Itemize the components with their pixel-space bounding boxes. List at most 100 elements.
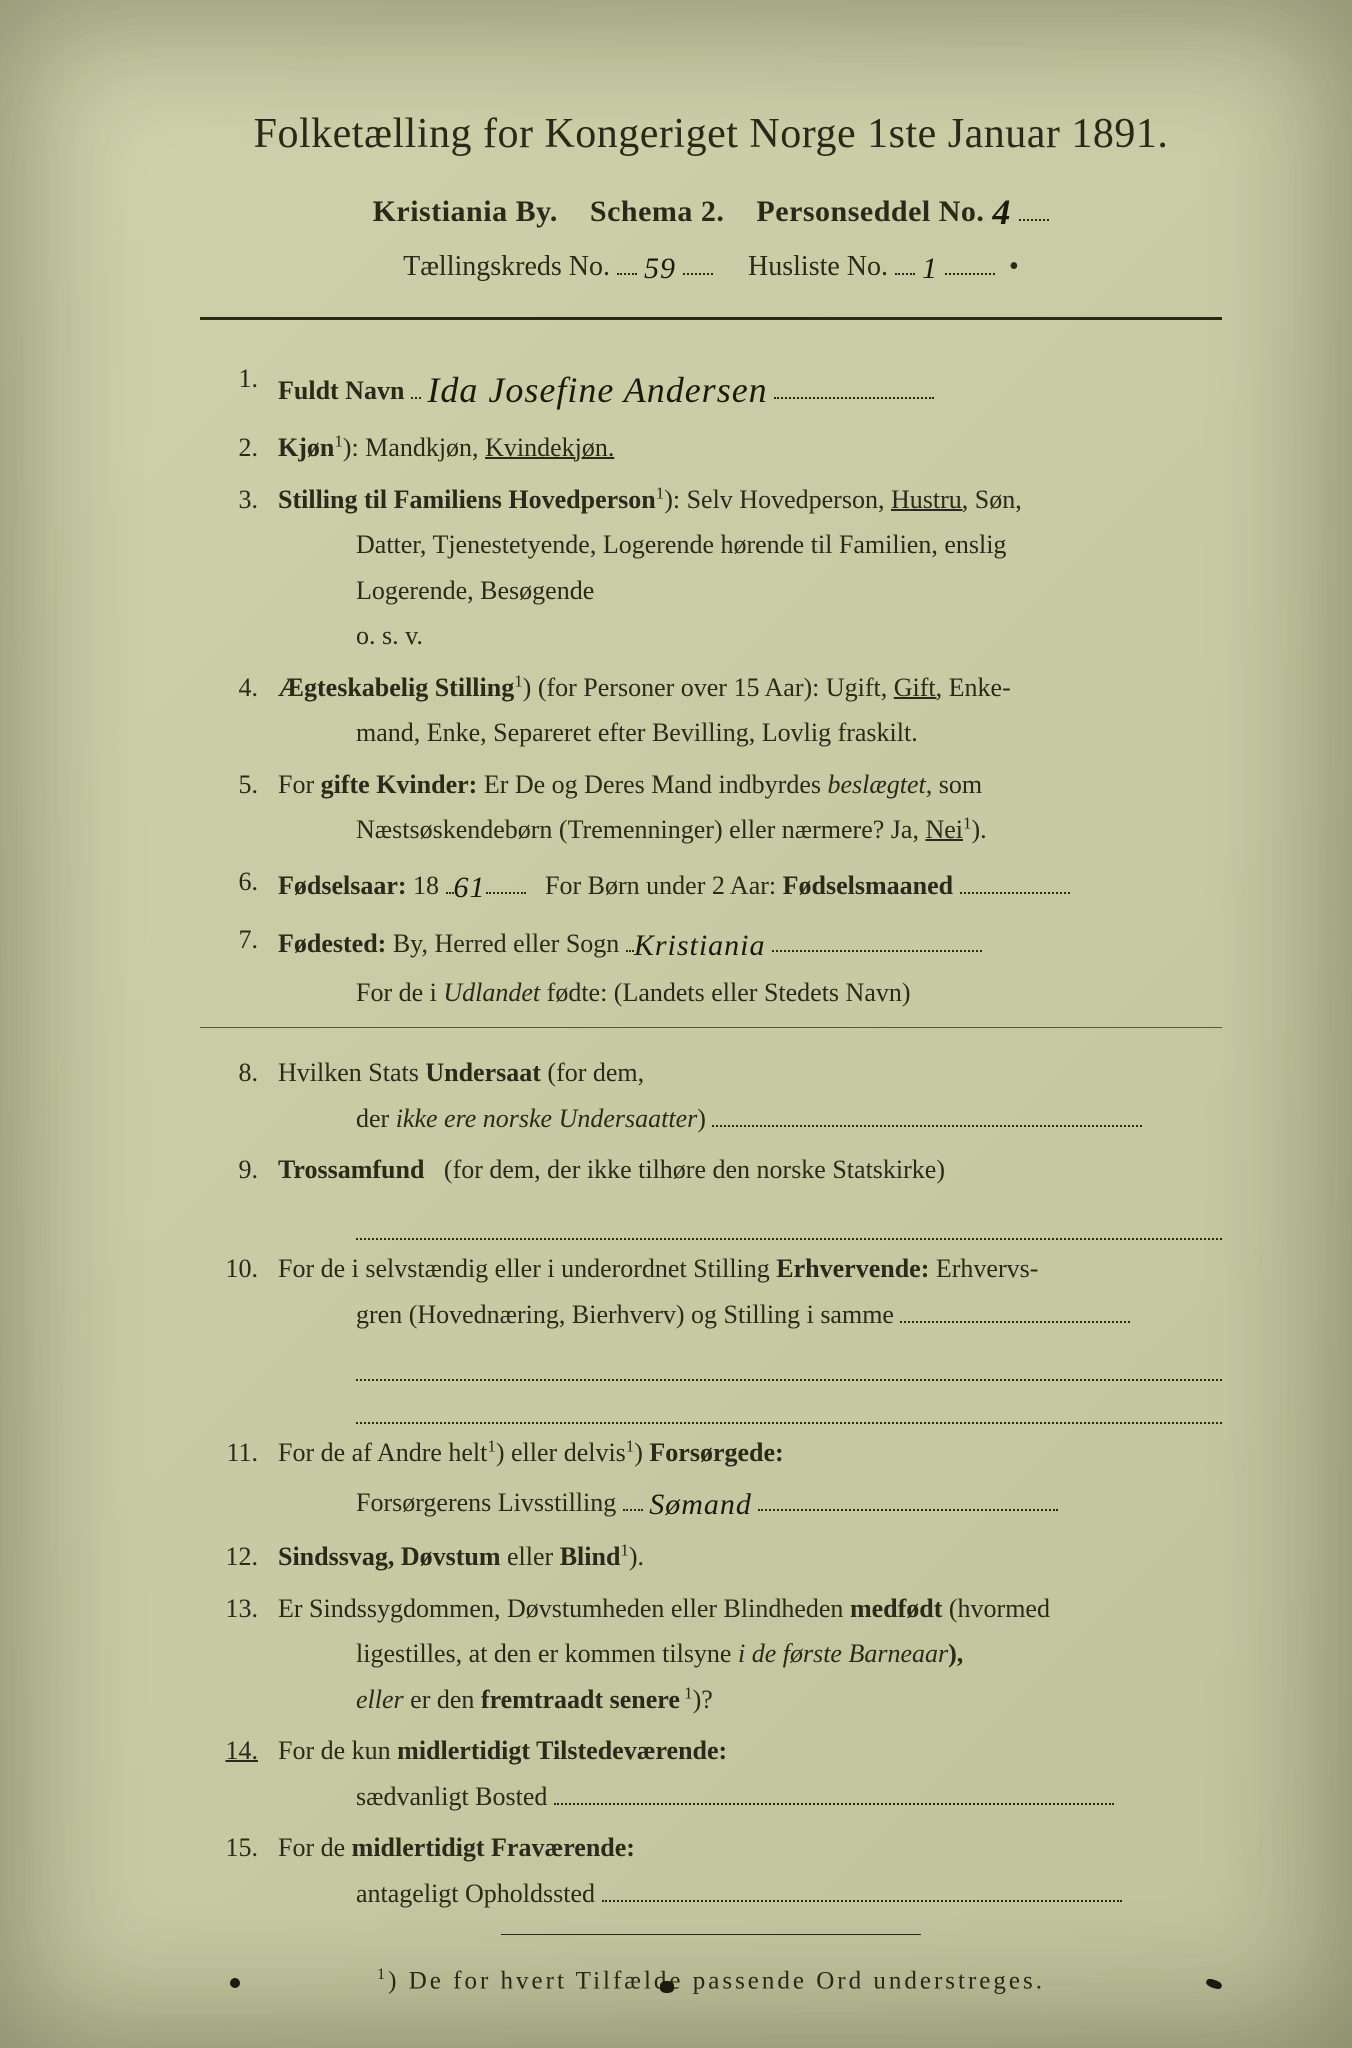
q15: 15. For de midlertidigt Fraværende: anta…	[200, 1825, 1222, 1916]
census-form-page: Folketælling for Kongeriget Norge 1ste J…	[0, 0, 1352, 2048]
q11-b: ) eller delvis	[496, 1438, 626, 1467]
husliste-label: Husliste No.	[748, 251, 888, 282]
dotfill	[772, 927, 982, 952]
q5-line2: Næstsøskendebørn (Tremenninger) eller næ…	[278, 807, 1222, 853]
q5-b: gifte Kvinder:	[321, 770, 478, 799]
q7-label: Fødested:	[278, 929, 386, 958]
dotfill	[446, 868, 454, 893]
dotfill	[960, 868, 1070, 893]
form-subtitle-1: Kristiania By. Schema 2. Personseddel No…	[200, 188, 1222, 230]
q15-a: For de	[278, 1833, 352, 1862]
q5-e: som	[932, 770, 982, 799]
q10-a: For de i selvstændig eller i underordnet…	[278, 1254, 776, 1283]
question-list-2: 8. Hvilken Stats Undersaat (for dem, der…	[200, 1050, 1222, 1916]
q8-num: 8.	[200, 1050, 258, 1096]
q4-selected: Gift,	[894, 673, 942, 702]
q12-c: Blind	[560, 1542, 621, 1571]
q13-num: 13.	[200, 1586, 258, 1632]
dotfill	[683, 248, 713, 275]
form-subtitle-2: Tællingskreds No. 59 Husliste No. 1 •	[200, 248, 1222, 283]
dotfill	[1019, 192, 1049, 221]
q11-a: For de af Andre helt	[278, 1438, 487, 1467]
dotfill	[626, 927, 634, 952]
schema-label: Schema 2.	[590, 195, 725, 228]
dotfill	[945, 248, 995, 275]
q8-c: (for dem,	[541, 1058, 644, 1087]
mid-rule-1	[200, 1027, 1222, 1028]
q14-b: midlertidigt Tilstedeværende:	[397, 1736, 727, 1765]
header-rule	[200, 317, 1222, 320]
q3-label: Stilling til Familiens Hovedperson	[278, 485, 656, 514]
q4-text-b: ) (for Personer over 15 Aar): Ugift,	[523, 673, 894, 702]
q13-a: Er Sindssygdommen, Døvstumheden eller Bl…	[278, 1594, 850, 1623]
q13-d: ligestilles, at den er kommen tilsyne	[356, 1639, 738, 1668]
q5-f: Næstsøskendebørn (Tremenninger) eller næ…	[356, 815, 925, 844]
q3-num: 3.	[200, 477, 258, 523]
q10-num: 10.	[200, 1246, 258, 1292]
dotfill	[617, 248, 637, 275]
q4-num: 4.	[200, 665, 258, 711]
q8-line2: der ikke ere norske Undersaatter)	[278, 1096, 1222, 1142]
q1: 1. Fuldt Navn Ida Josefine Andersen	[200, 356, 1222, 419]
q3-line3: Logerende, Besøgende	[278, 568, 1222, 614]
dotfill	[758, 1486, 1058, 1511]
q12: 12. Sindssvag, Døvstum eller Blind1).	[200, 1534, 1222, 1580]
q10-d: gren (Hovednæring, Bierhverv) og Stillin…	[356, 1300, 894, 1329]
q7-num: 7.	[200, 917, 258, 963]
q7-c: For de i	[356, 978, 443, 1007]
q5-c: Er De og Deres Mand indbyrdes	[477, 770, 827, 799]
q5-h: ).	[971, 815, 986, 844]
q8-f: )	[697, 1104, 706, 1133]
q11-d: Forsørgede:	[649, 1438, 783, 1467]
q5: 5. For gifte Kvinder: Er De og Deres Man…	[200, 762, 1222, 853]
q12-d: ).	[629, 1542, 644, 1571]
q13-e: i de første Barneaar	[738, 1639, 948, 1668]
q3-line2: Datter, Tjenestetyende, Logerende hørend…	[278, 522, 1222, 568]
q3-selected: Hustru,	[891, 485, 968, 514]
footnote-sup: 1	[377, 1965, 388, 1983]
dotfill	[623, 1486, 643, 1511]
q13-line2: ligestilles, at den er kommen tilsyne i …	[278, 1631, 1222, 1677]
q2-selected: Kvindekjøn.	[485, 433, 614, 462]
form-title: Folketælling for Kongeriget Norge 1ste J…	[200, 110, 1222, 158]
q8-b: Undersaat	[425, 1058, 541, 1087]
q2-label: Kjøn	[278, 433, 334, 462]
q13-c: (hvormed	[942, 1594, 1050, 1623]
ink-dot-icon	[230, 1978, 240, 1988]
q13-j: )?	[693, 1685, 713, 1714]
q5-a: For	[278, 770, 321, 799]
q13-line3: eller er den fremtraadt senere 1)?	[278, 1677, 1222, 1723]
ink-dot-icon	[660, 1981, 674, 1993]
question-list: 1. Fuldt Navn Ida Josefine Andersen 2. K…	[200, 356, 1222, 1015]
dotfill	[774, 374, 934, 399]
q3-line4: o. s. v.	[278, 613, 1222, 659]
q7-e: fødte: (Landets eller Stedets Navn)	[540, 978, 910, 1007]
dotfill-line	[356, 1381, 1222, 1425]
q12-a: Sindssvag, Døvstum	[278, 1542, 501, 1571]
q3-text-b: ): Selv Hovedperson,	[664, 485, 891, 514]
kreds-value: 59	[644, 252, 676, 286]
q14-a: For de kun	[278, 1736, 397, 1765]
q4-label: Ægteskabelig Stilling	[278, 673, 514, 702]
q4-line2: mand, Enke, Separeret efter Bevilling, L…	[278, 710, 1222, 756]
q9-num: 9.	[200, 1147, 258, 1193]
q7-b: By, Herred eller Sogn	[386, 929, 619, 958]
dotfill	[900, 1297, 1130, 1322]
q2-text: ): Mandkjøn,	[343, 433, 485, 462]
q14-num: 14.	[200, 1728, 258, 1774]
q1-label: Fuldt Navn	[278, 376, 404, 405]
q8-d: der	[356, 1104, 396, 1133]
q11-value: Sømand	[649, 1479, 752, 1532]
q6-value: 61	[454, 862, 486, 915]
person-no-label: Personseddel No.	[756, 195, 984, 228]
q7-d: Udlandet	[443, 978, 540, 1007]
q13-g: eller	[356, 1685, 404, 1714]
footnote-text: ) De for hvert Tilfælde passende Ord und…	[388, 1968, 1045, 1995]
q4-text-d: Enke-	[942, 673, 1011, 702]
q13-b: medfødt	[850, 1594, 942, 1623]
dotfill	[602, 1877, 1122, 1902]
q10-b: Erhvervende:	[776, 1254, 929, 1283]
q6-d: Fødselsmaaned	[783, 871, 953, 900]
q14-line2: sædvanligt Bosted	[278, 1774, 1222, 1820]
q4: 4. Ægteskabelig Stilling1) (for Personer…	[200, 665, 1222, 756]
